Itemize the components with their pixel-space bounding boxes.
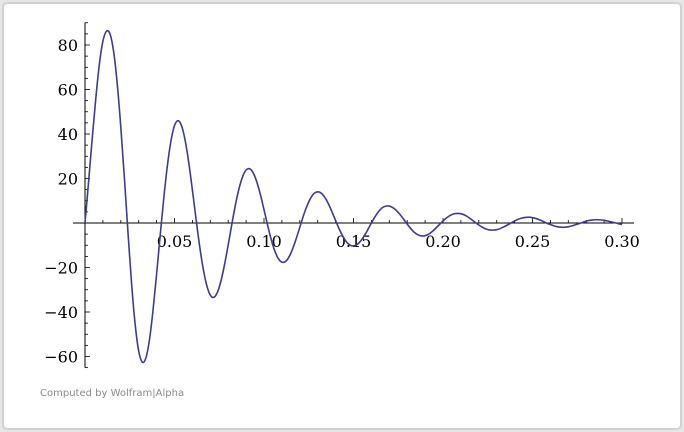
y-tick-label: −20 [44,259,78,278]
y-tick-label: −40 [44,303,78,322]
series-layer [84,29,623,364]
x-tick-label: 0.15 [336,232,372,251]
y-tick-label: 20 [58,170,78,189]
x-tick-label: 0.20 [425,232,461,251]
x-tick-label: 0.10 [246,232,282,251]
axes: 0.05 0.10 0.15 0.20 0.25 0.30 −60 −40 −20 20 40 60 8… [44,22,640,369]
x-tick-label: 0.30 [604,232,640,251]
y-tick-label: 60 [58,81,78,100]
wolfram-credit: Computed by Wolfram|Alpha [40,388,185,399]
y-tick-label: 40 [58,125,78,144]
x-tick-label: 0.25 [515,232,551,251]
x-tick-label: 0.05 [157,232,193,251]
y-tick-label: 80 [58,36,78,55]
y-tick-label: −60 [44,348,78,367]
series-line [84,29,623,364]
